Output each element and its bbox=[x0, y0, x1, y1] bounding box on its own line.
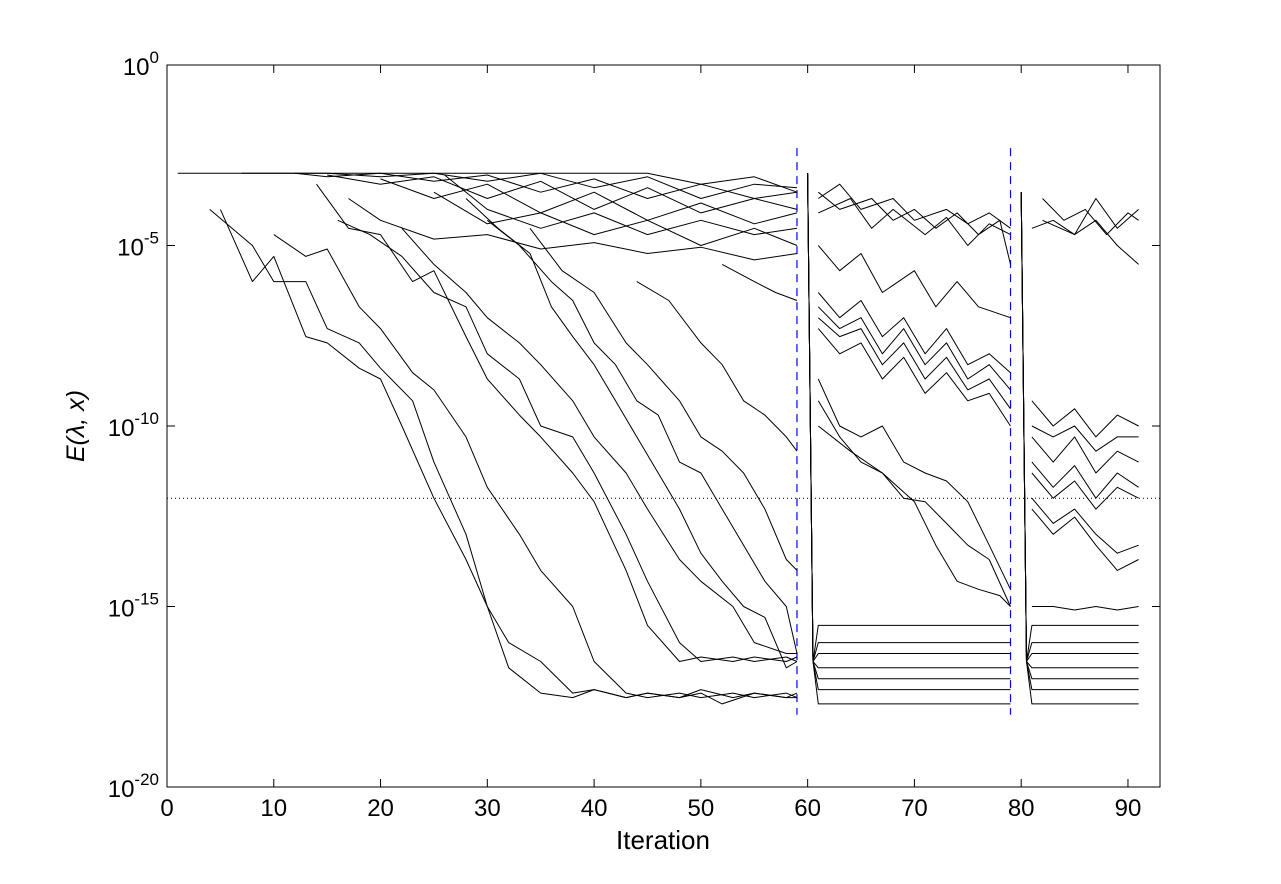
x-tick-label: 20 bbox=[367, 795, 394, 822]
series-line-30 bbox=[817, 425, 1011, 607]
series-line-46 bbox=[1031, 497, 1139, 554]
series-line-48 bbox=[1031, 606, 1139, 611]
x-tick-label: 60 bbox=[794, 795, 821, 822]
series-line-28 bbox=[817, 378, 1011, 590]
series-line-27 bbox=[817, 328, 1011, 427]
y-axis-label: E(λ, x) bbox=[62, 390, 90, 462]
series-line-18 bbox=[636, 281, 798, 452]
x-tick-label: 0 bbox=[160, 795, 173, 822]
series-line-43 bbox=[1031, 436, 1139, 474]
series-line-4 bbox=[327, 174, 798, 214]
series-line-42 bbox=[1031, 425, 1139, 452]
x-tick-label: 90 bbox=[1115, 795, 1142, 822]
series-line-7 bbox=[433, 191, 798, 246]
series-line-19 bbox=[721, 263, 798, 301]
series-line-41 bbox=[1031, 400, 1139, 438]
series-line-38 bbox=[1031, 198, 1139, 236]
series-line-20 bbox=[818, 183, 1011, 229]
series-line-10 bbox=[209, 209, 798, 699]
series-line-17 bbox=[529, 227, 798, 571]
series-line-6 bbox=[444, 174, 798, 236]
data-series bbox=[177, 172, 1139, 705]
series-line-55 bbox=[1020, 192, 1139, 705]
series-line-45 bbox=[1031, 472, 1139, 510]
series-line-26 bbox=[817, 317, 1011, 410]
y-tick-label: 10-10 bbox=[108, 409, 159, 442]
y-tick-label: 10-5 bbox=[117, 229, 159, 262]
series-line-16 bbox=[486, 219, 798, 654]
series-line-24 bbox=[817, 292, 1011, 374]
series-line-23 bbox=[817, 245, 1011, 319]
series-line-5 bbox=[380, 178, 798, 225]
reference-lines bbox=[167, 148, 1160, 715]
series-line-11 bbox=[273, 234, 798, 699]
y-tick-label: 10-20 bbox=[108, 770, 159, 803]
series-line-39 bbox=[1042, 198, 1139, 236]
x-tick-label: 30 bbox=[474, 795, 501, 822]
x-tick-label: 80 bbox=[1008, 795, 1035, 822]
series-line-25 bbox=[817, 306, 1011, 391]
y-tick-label: 100 bbox=[123, 48, 159, 81]
series-line-47 bbox=[1031, 508, 1139, 571]
series-line-37 bbox=[807, 173, 1011, 705]
series-line-14 bbox=[401, 227, 797, 654]
series-line-12 bbox=[316, 183, 798, 662]
series-line-22 bbox=[817, 191, 1011, 265]
x-tick-label: 10 bbox=[260, 795, 287, 822]
series-line-3 bbox=[295, 172, 798, 199]
series-line-13 bbox=[337, 219, 798, 662]
series-line-40 bbox=[1042, 219, 1139, 265]
x-tick-label: 50 bbox=[688, 795, 715, 822]
series-line-8 bbox=[348, 198, 798, 261]
x-tick-label: 40 bbox=[581, 795, 608, 822]
x-axis-label: Iteration bbox=[616, 825, 710, 855]
axis-ticks: 0 10 20 30 40 50 60 70 80 90 100 10-5 10-10 10-15 10-2… bbox=[108, 48, 1160, 822]
series-line-44 bbox=[1031, 461, 1139, 499]
series-line-29 bbox=[817, 400, 1011, 607]
series-line-2 bbox=[241, 172, 798, 199]
series-line-15 bbox=[465, 198, 798, 669]
series-line-21 bbox=[818, 198, 1011, 246]
x-tick-label: 70 bbox=[901, 795, 928, 822]
y-tick-label: 10-15 bbox=[108, 590, 159, 623]
